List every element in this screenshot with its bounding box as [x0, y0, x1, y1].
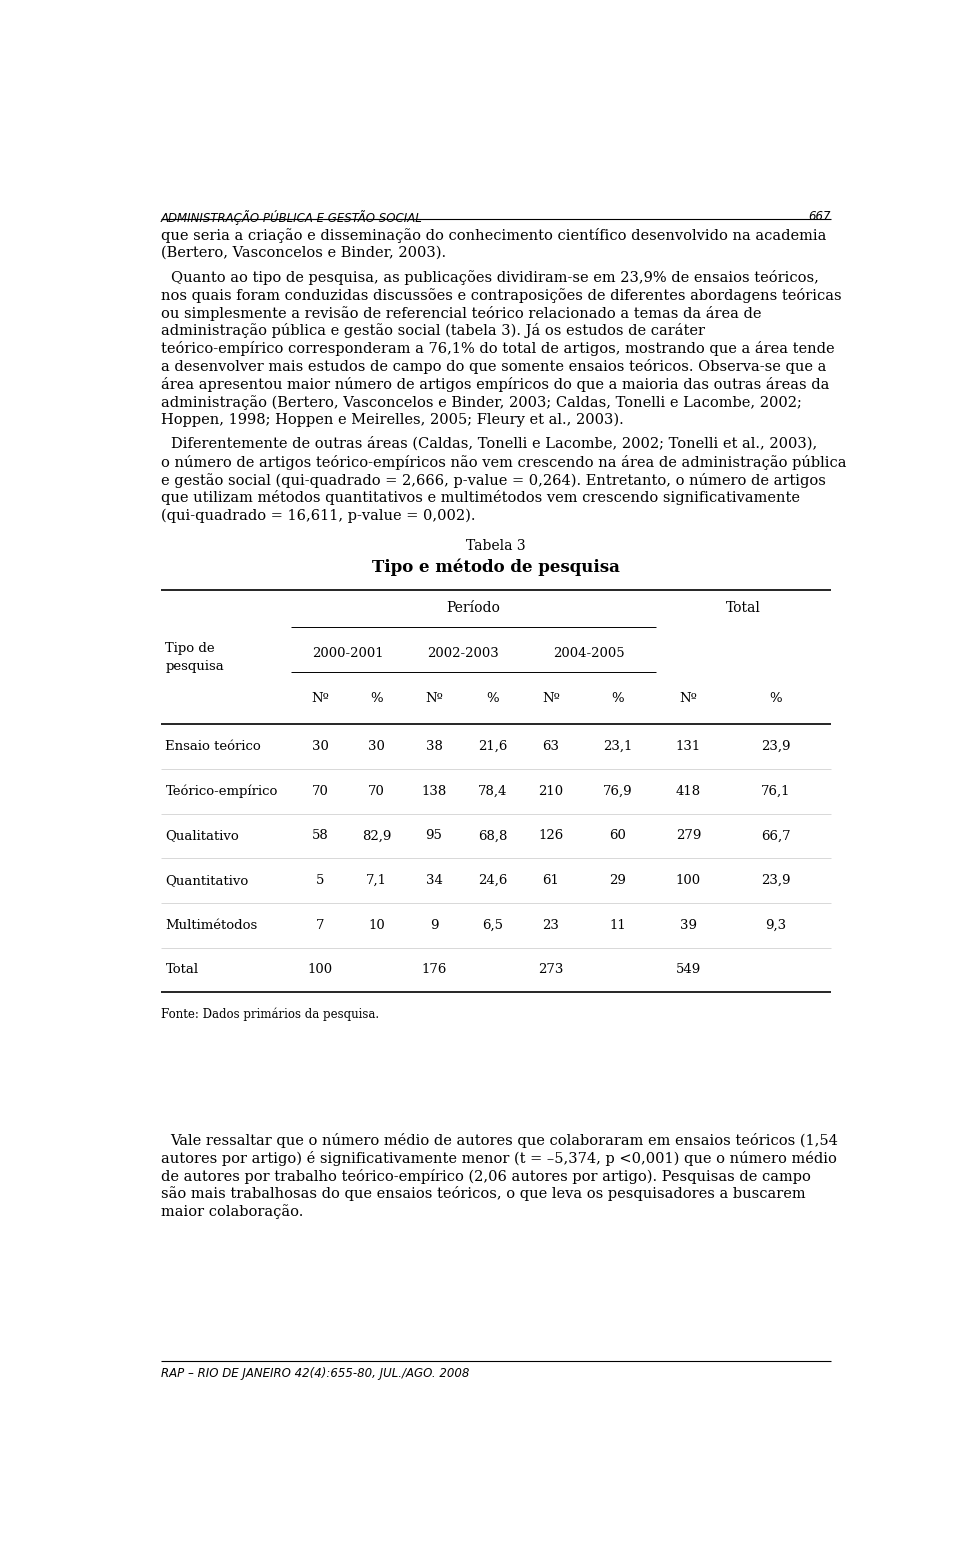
Text: 549: 549 — [676, 964, 701, 976]
Text: 61: 61 — [542, 874, 560, 887]
Text: nos quais foram conduzidas discussões e contraposições de diferentes abordagens : nos quais foram conduzidas discussões e … — [161, 288, 842, 302]
Text: ADMINISTRAÇÃO PÚBLICA E GESTÃO SOCIAL: ADMINISTRAÇÃO PÚBLICA E GESTÃO SOCIAL — [161, 210, 422, 224]
Text: 23,9: 23,9 — [761, 874, 791, 887]
Text: que utilizam métodos quantitativos e multimétodos vem crescendo significativamen: que utilizam métodos quantitativos e mul… — [161, 490, 800, 506]
Text: Tipo e método de pesquisa: Tipo e método de pesquisa — [372, 558, 619, 575]
Text: Tipo de
pesquisa: Tipo de pesquisa — [165, 642, 224, 672]
Text: que seria a criação e disseminação do conhecimento científico desenvolvido na ac: que seria a criação e disseminação do co… — [161, 227, 827, 243]
Text: 76,9: 76,9 — [603, 785, 633, 798]
Text: %: % — [371, 693, 383, 705]
Text: 70: 70 — [312, 785, 328, 798]
Text: Quantitativo: Quantitativo — [165, 874, 249, 887]
Text: de autores por trabalho teórico-empírico (2,06 autores por artigo). Pesquisas de: de autores por trabalho teórico-empírico… — [161, 1169, 811, 1183]
Text: 24,6: 24,6 — [478, 874, 508, 887]
Text: 21,6: 21,6 — [478, 740, 508, 754]
Text: 176: 176 — [421, 964, 446, 976]
Text: Teórico-empírico: Teórico-empírico — [165, 785, 277, 798]
Text: Quanto ao tipo de pesquisa, as publicações dividiram-se em 23,9% de ensaios teór: Quanto ao tipo de pesquisa, as publicaçõ… — [171, 270, 819, 285]
Text: 29: 29 — [610, 874, 626, 887]
Text: Total: Total — [165, 964, 199, 976]
Text: 7,1: 7,1 — [366, 874, 387, 887]
Text: 39: 39 — [680, 918, 697, 932]
Text: ou simplesmente a revisão de referencial teórico relacionado a temas da área de: ou simplesmente a revisão de referencial… — [161, 306, 761, 321]
Text: %: % — [612, 693, 624, 705]
Text: Período: Período — [446, 600, 500, 614]
Text: 100: 100 — [307, 964, 333, 976]
Text: 2002-2003: 2002-2003 — [427, 647, 499, 660]
Text: 2000-2001: 2000-2001 — [312, 647, 383, 660]
Text: e gestão social (qui-quadrado = 2,666, p-value = 0,264). Entretanto, o número de: e gestão social (qui-quadrado = 2,666, p… — [161, 473, 826, 487]
Text: 76,1: 76,1 — [761, 785, 791, 798]
Text: teórico-empírico corresponderam a 76,1% do total de artigos, mostrando que a áre: teórico-empírico corresponderam a 76,1% … — [161, 342, 834, 356]
Text: 68,8: 68,8 — [478, 829, 508, 843]
Text: são mais trabalhosas do que ensaios teóricos, o que leva os pesquisadores a busc: são mais trabalhosas do que ensaios teór… — [161, 1186, 805, 1202]
Text: Ensaio teórico: Ensaio teórico — [165, 740, 261, 754]
Text: Nº: Nº — [541, 693, 560, 705]
Text: Fonte: Dados primários da pesquisa.: Fonte: Dados primários da pesquisa. — [161, 1008, 379, 1022]
Text: Vale ressaltar que o número médio de autores que colaboraram em ensaios teóricos: Vale ressaltar que o número médio de aut… — [171, 1133, 838, 1147]
Text: Tabela 3: Tabela 3 — [466, 539, 525, 553]
Text: 126: 126 — [539, 829, 564, 843]
Text: Total: Total — [726, 600, 760, 614]
Text: maior colaboração.: maior colaboração. — [161, 1203, 303, 1219]
Text: 418: 418 — [676, 785, 701, 798]
Text: 273: 273 — [539, 964, 564, 976]
Text: Nº: Nº — [680, 693, 697, 705]
Text: Hoppen, 1998; Hoppen e Meirelles, 2005; Fleury et al., 2003).: Hoppen, 1998; Hoppen e Meirelles, 2005; … — [161, 412, 624, 428]
Text: 5: 5 — [316, 874, 324, 887]
Text: a desenvolver mais estudos de campo do que somente ensaios teóricos. Observa-se : a desenvolver mais estudos de campo do q… — [161, 359, 827, 375]
Text: 30: 30 — [369, 740, 385, 754]
Text: 30: 30 — [312, 740, 328, 754]
Text: 23,1: 23,1 — [603, 740, 633, 754]
Text: 131: 131 — [676, 740, 701, 754]
Text: 66,7: 66,7 — [761, 829, 791, 843]
Text: 58: 58 — [312, 829, 328, 843]
Text: 667: 667 — [808, 210, 830, 223]
Text: (qui-quadrado = 16,611, p-value = 0,002).: (qui-quadrado = 16,611, p-value = 0,002)… — [161, 508, 475, 523]
Text: 10: 10 — [369, 918, 385, 932]
Text: 60: 60 — [610, 829, 626, 843]
Text: autores por artigo) é significativamente menor (t = –5,374, p <0,001) que o núme: autores por artigo) é significativamente… — [161, 1150, 837, 1166]
Text: 38: 38 — [425, 740, 443, 754]
Text: administração (Bertero, Vasconcelos e Binder, 2003; Caldas, Tonelli e Lacombe, 2: administração (Bertero, Vasconcelos e Bi… — [161, 395, 802, 409]
Text: 70: 70 — [369, 785, 385, 798]
Text: %: % — [487, 693, 499, 705]
Text: 6,5: 6,5 — [482, 918, 503, 932]
Text: 2004-2005: 2004-2005 — [553, 647, 625, 660]
Text: 63: 63 — [542, 740, 560, 754]
Text: %: % — [770, 693, 782, 705]
Text: RAP – RIO DE JANEIRO 42(4):655-80, JUL./AGO. 2008: RAP – RIO DE JANEIRO 42(4):655-80, JUL./… — [161, 1366, 469, 1381]
Text: 78,4: 78,4 — [478, 785, 508, 798]
Text: 7: 7 — [316, 918, 324, 932]
Text: Diferentemente de outras áreas (Caldas, Tonelli e Lacombe, 2002; Tonelli et al.,: Diferentemente de outras áreas (Caldas, … — [171, 437, 817, 451]
Text: 23: 23 — [542, 918, 560, 932]
Text: 11: 11 — [610, 918, 626, 932]
Text: área apresentou maior número de artigos empíricos do que a maioria das outras ár: área apresentou maior número de artigos … — [161, 378, 829, 392]
Text: o número de artigos teórico-empíricos não vem crescendo na área de administração: o número de artigos teórico-empíricos nã… — [161, 454, 847, 470]
Text: 100: 100 — [676, 874, 701, 887]
Text: administração pública e gestão social (tabela 3). Já os estudos de caráter: administração pública e gestão social (t… — [161, 323, 705, 338]
Text: (Bertero, Vasconcelos e Binder, 2003).: (Bertero, Vasconcelos e Binder, 2003). — [161, 246, 446, 260]
Text: Multimétodos: Multimétodos — [165, 918, 257, 932]
Text: 9: 9 — [430, 918, 438, 932]
Text: Nº: Nº — [311, 693, 329, 705]
Text: 138: 138 — [421, 785, 446, 798]
Text: 82,9: 82,9 — [362, 829, 392, 843]
Text: 34: 34 — [425, 874, 443, 887]
Text: 279: 279 — [676, 829, 701, 843]
Text: Qualitativo: Qualitativo — [165, 829, 239, 843]
Text: 210: 210 — [539, 785, 564, 798]
Text: 95: 95 — [425, 829, 443, 843]
Text: Nº: Nº — [425, 693, 443, 705]
Text: 9,3: 9,3 — [765, 918, 786, 932]
Text: 23,9: 23,9 — [761, 740, 791, 754]
